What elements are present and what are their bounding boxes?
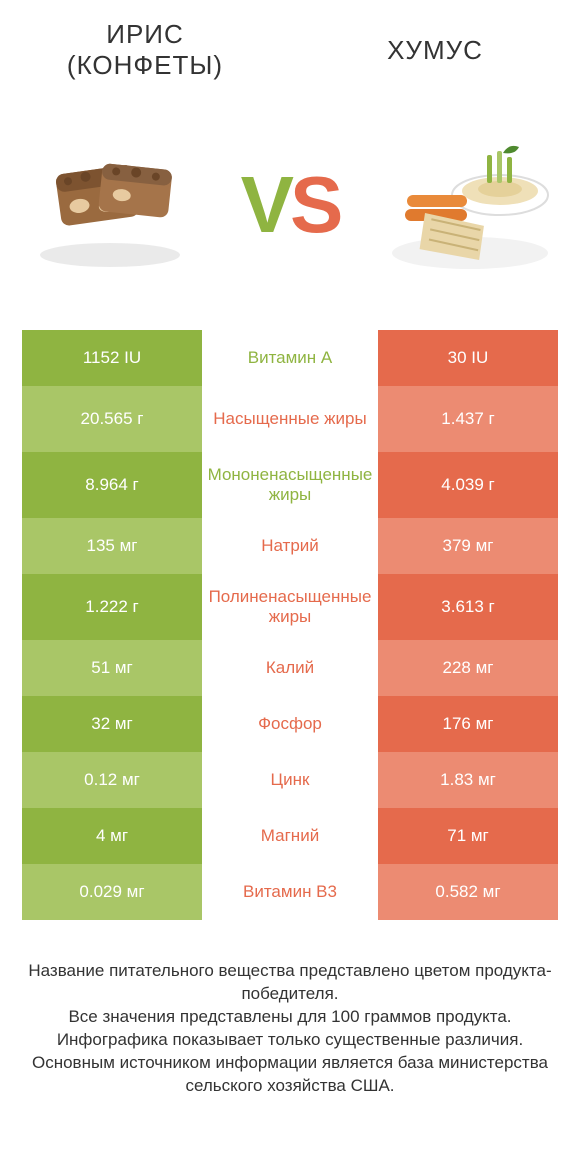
- table-row: 1152 IUВитамин A30 IU: [22, 330, 558, 386]
- cell-left: 4 мг: [22, 808, 202, 864]
- page: ИРИС (КОНФЕТЫ) ХУМУС: [0, 0, 580, 1174]
- images-row: VS: [0, 100, 580, 310]
- table-row: 20.565 гНасыщенные жиры1.437 г: [22, 386, 558, 452]
- cell-left: 135 мг: [22, 518, 202, 574]
- cell-right: 71 мг: [378, 808, 558, 864]
- cell-mid: Калий: [202, 640, 378, 696]
- cell-mid: Витамин A: [202, 330, 378, 386]
- footer-line-3: Инфографика показывает только существенн…: [24, 1029, 556, 1052]
- cell-right: 379 мг: [378, 518, 558, 574]
- cell-right: 228 мг: [378, 640, 558, 696]
- table-row: 0.029 мгВитамин B30.582 мг: [22, 864, 558, 920]
- title-right-text: ХУМУС: [290, 35, 580, 66]
- table-row: 4 мгМагний71 мг: [22, 808, 558, 864]
- cell-left: 0.029 мг: [22, 864, 202, 920]
- cell-left: 1.222 г: [22, 574, 202, 640]
- cell-left: 1152 IU: [22, 330, 202, 386]
- cell-mid: Полиненасыщенные жиры: [202, 574, 378, 640]
- cell-left: 0.12 мг: [22, 752, 202, 808]
- table-row: 1.222 гПолиненасыщенные жиры3.613 г: [22, 574, 558, 640]
- cell-right: 30 IU: [378, 330, 558, 386]
- vs: VS: [220, 165, 360, 245]
- footer-line-4: Основным источником информации является …: [24, 1052, 556, 1098]
- footer-line-1: Название питательного вещества представл…: [24, 960, 556, 1006]
- cell-right: 176 мг: [378, 696, 558, 752]
- vs-v: V: [241, 165, 290, 245]
- cell-mid: Фосфор: [202, 696, 378, 752]
- cell-left: 8.964 г: [22, 452, 202, 518]
- title-left-line1: ИРИС: [0, 19, 290, 50]
- table-row: 0.12 мгЦинк1.83 мг: [22, 752, 558, 808]
- footer: Название питательного вещества представл…: [0, 960, 580, 1118]
- table-row: 32 мгФосфор176 мг: [22, 696, 558, 752]
- title-right: ХУМУС: [290, 35, 580, 66]
- cell-right: 4.039 г: [378, 452, 558, 518]
- footer-line-2: Все значения представлены для 100 граммо…: [24, 1006, 556, 1029]
- title-left: ИРИС (КОНФЕТЫ): [0, 19, 290, 81]
- comparison-table: 1152 IUВитамин A30 IU20.565 гНасыщенные …: [22, 330, 558, 920]
- food-image-right: [360, 100, 580, 310]
- table-row: 135 мгНатрий379 мг: [22, 518, 558, 574]
- cell-right: 0.582 мг: [378, 864, 558, 920]
- vs-s: S: [290, 165, 339, 245]
- cell-mid: Витамин B3: [202, 864, 378, 920]
- toffee-icon: [25, 135, 195, 275]
- title-left-line2: (КОНФЕТЫ): [0, 50, 290, 81]
- cell-right: 3.613 г: [378, 574, 558, 640]
- cell-right: 1.83 мг: [378, 752, 558, 808]
- table-row: 51 мгКалий228 мг: [22, 640, 558, 696]
- cell-mid: Насыщенные жиры: [202, 386, 378, 452]
- cell-mid: Мононенасыщенные жиры: [202, 452, 378, 518]
- cell-left: 32 мг: [22, 696, 202, 752]
- header: ИРИС (КОНФЕТЫ) ХУМУС: [0, 0, 580, 100]
- cell-mid: Натрий: [202, 518, 378, 574]
- food-image-left: [0, 100, 220, 310]
- table-row: 8.964 гМононенасыщенные жиры4.039 г: [22, 452, 558, 518]
- cell-left: 51 мг: [22, 640, 202, 696]
- hummus-icon: [385, 135, 555, 275]
- cell-mid: Магний: [202, 808, 378, 864]
- cell-mid: Цинк: [202, 752, 378, 808]
- cell-right: 1.437 г: [378, 386, 558, 452]
- cell-left: 20.565 г: [22, 386, 202, 452]
